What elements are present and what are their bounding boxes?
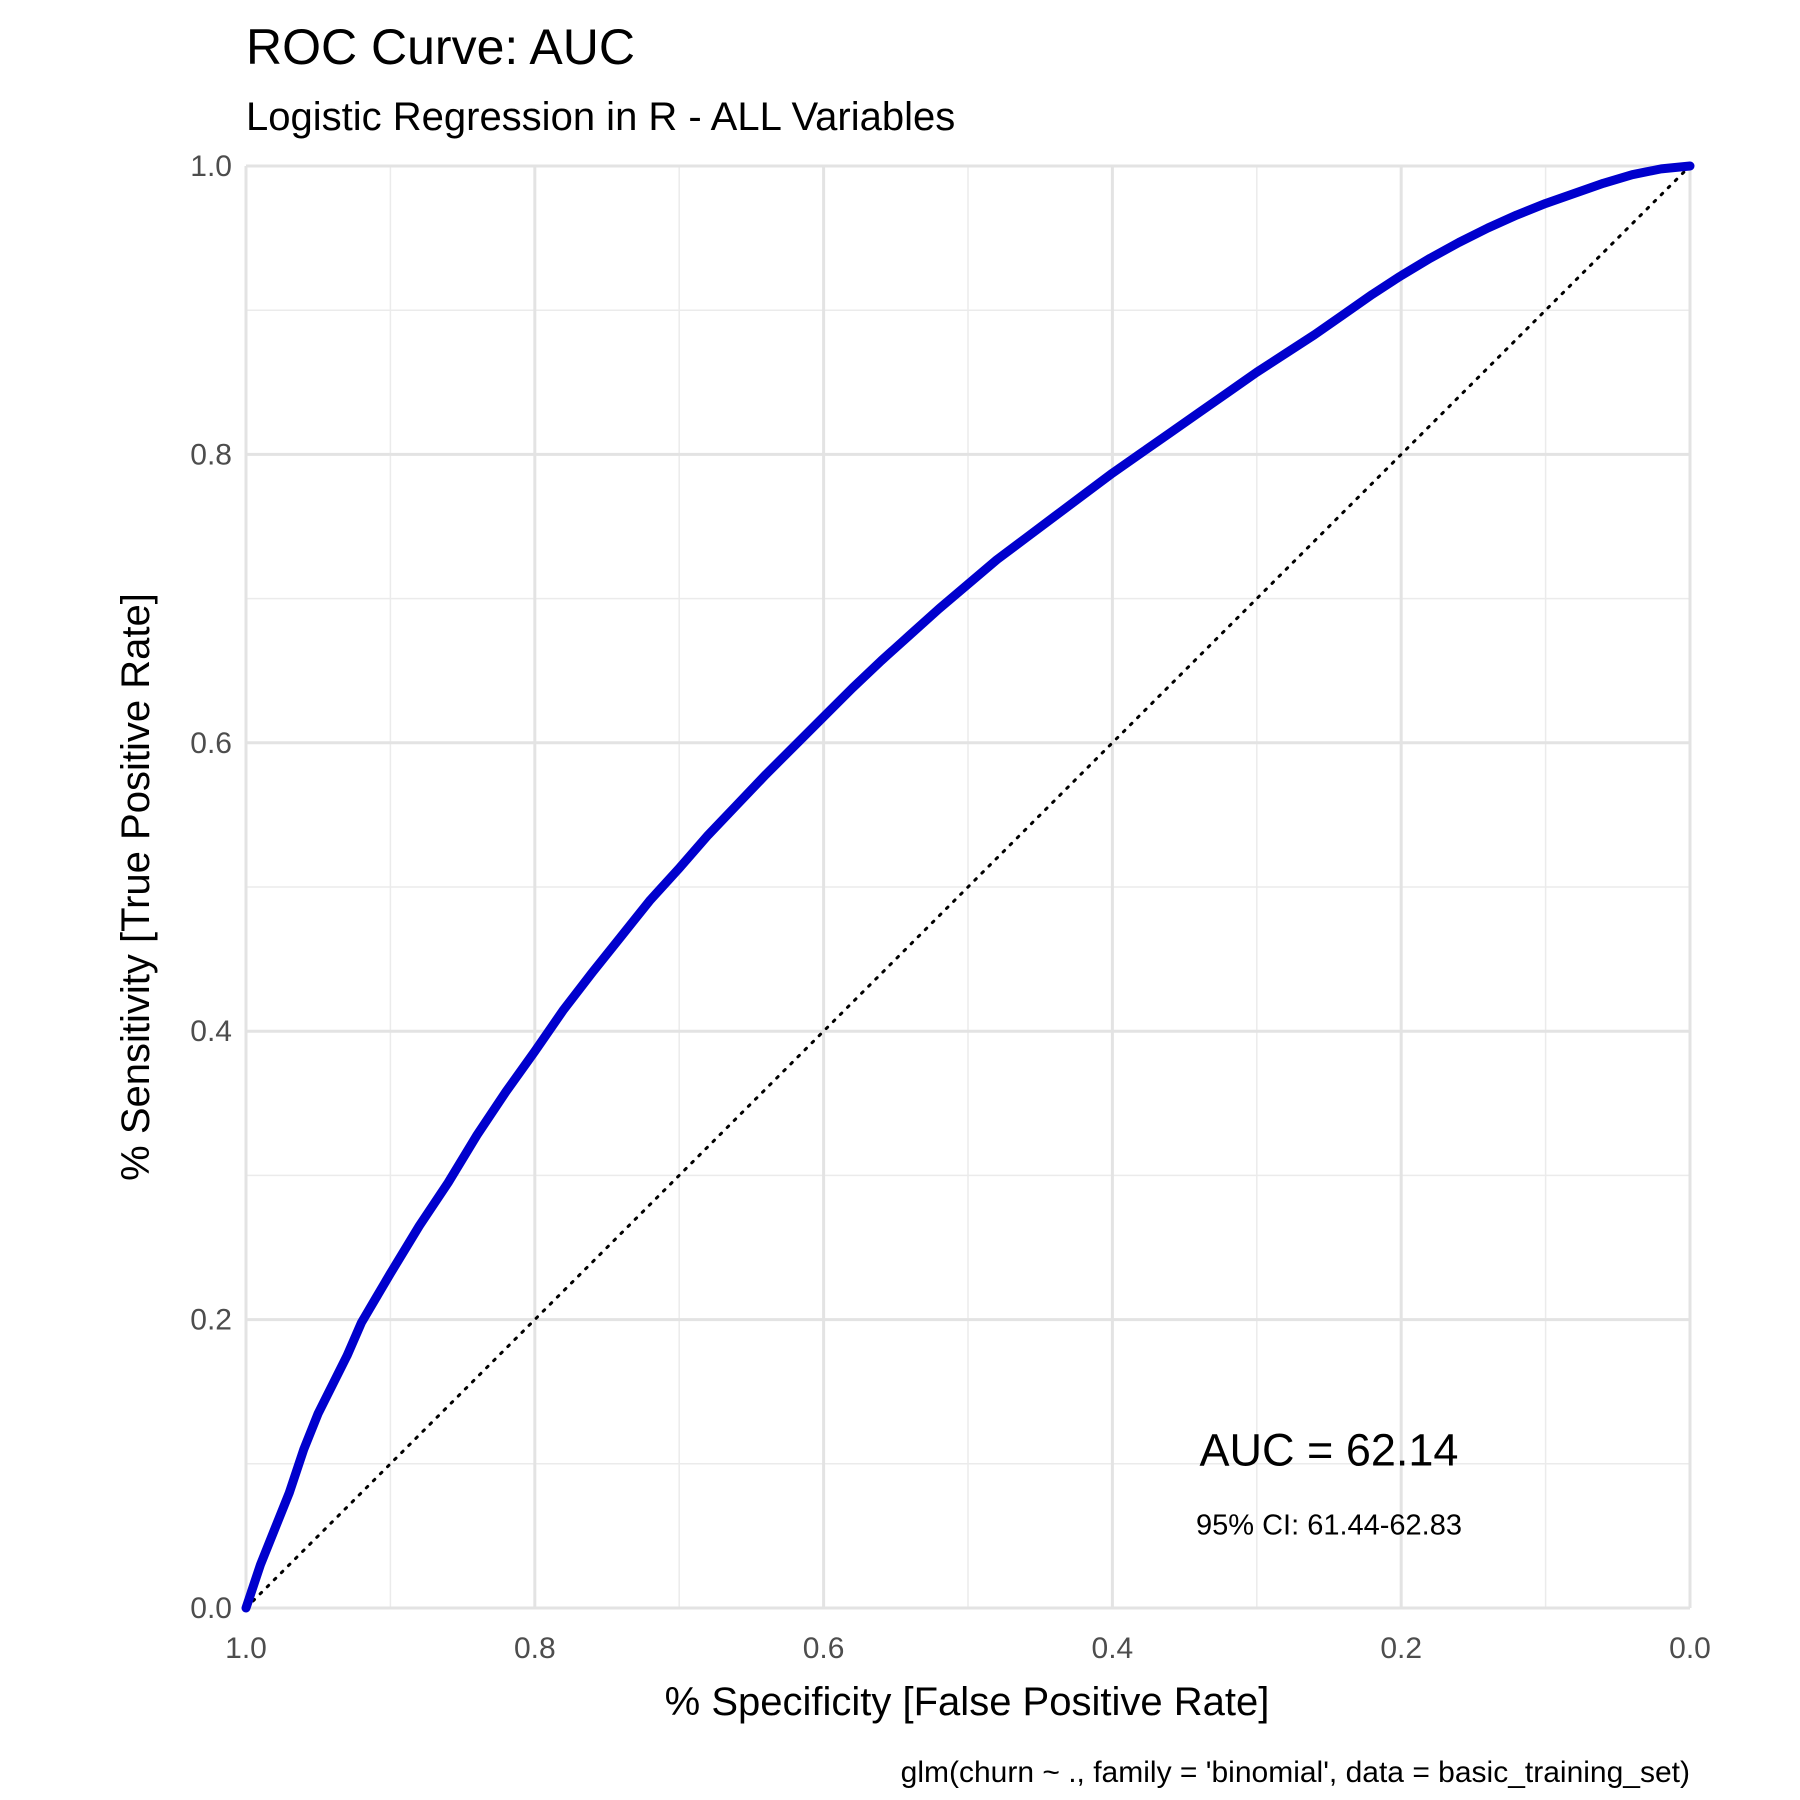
reference-diagonal-line [244,164,1692,1610]
minor-gridlines [246,166,1690,1608]
roc-curve-line [241,161,1695,1613]
y-axis-label: % Sensitivity [True Positive Rate] [114,593,158,1181]
y-tick-label: 0.4 [190,1015,232,1048]
x-tick-label: 0.2 [1380,1632,1422,1665]
x-tick-label: 0.8 [514,1632,556,1665]
x-tick-label: 1.0 [225,1632,267,1665]
y-tick-label: 0.6 [190,727,232,760]
ci-annotation: 95% CI: 61.44-62.83 [1196,1509,1462,1541]
y-tick-label: 0.2 [190,1304,232,1337]
tick-labels-layer: 1.0 0.8 0.6 0.4 0.2 0.0 0.0 0.2 0.4 0.6 0.8 1.0 [190,150,1711,1665]
chart-caption: glm(churn ~ ., family = 'binomial', data… [901,1756,1690,1789]
major-gridlines [244,164,1692,1610]
chart-subtitle: Logistic Regression in R - ALL Variables [246,95,955,139]
y-tick-label: 1.0 [190,150,232,183]
x-tick-label: 0.4 [1092,1632,1134,1665]
x-axis-label: % Specificity [False Positive Rate] [665,1680,1270,1724]
y-tick-label: 0.8 [190,438,232,471]
chart-title: ROC Curve: AUC [246,19,635,75]
x-tick-label: 0.6 [803,1632,845,1665]
series-layer [241,161,1695,1613]
reference-diagonal-layer [244,164,1692,1610]
auc-annotation: AUC = 62.14 [1200,1424,1459,1475]
y-tick-label: 0.0 [190,1592,232,1625]
x-tick-label: 0.0 [1669,1632,1711,1665]
